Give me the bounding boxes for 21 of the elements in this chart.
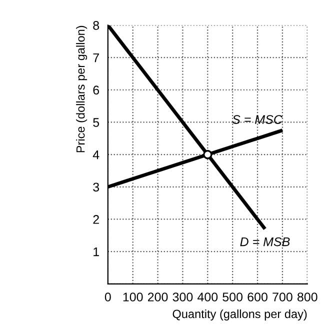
series-label: S = MSC — [232, 115, 283, 124]
x-tick-label: 100 — [123, 292, 143, 302]
y-tick-label: 4 — [92, 150, 100, 160]
x-tick-label: 700 — [272, 292, 292, 302]
x-axis-title: Quantity (gallons per day) — [172, 309, 307, 320]
y-tick-label: 6 — [93, 86, 100, 95]
x-tick-label: 0 — [104, 292, 111, 302]
x-tick-label: 400 — [198, 292, 218, 302]
y-tick-label: 3 — [93, 182, 100, 192]
y-tick-label: 8 — [93, 21, 100, 30]
x-tick-label: 800 — [297, 292, 318, 302]
y-tick-label: 5 — [93, 118, 100, 127]
x-tick-label: 200 — [148, 292, 168, 302]
x-tick-label: 300 — [172, 292, 193, 302]
series-label: D = MSB — [240, 237, 290, 246]
x-tick-label: 600 — [248, 292, 268, 302]
y-tick-label: 2 — [93, 215, 99, 224]
y-axis-title: Price (dollars per gallon) — [76, 26, 88, 152]
y-tick-label: 1 — [94, 248, 99, 256]
y-tick-label: 7 — [93, 53, 99, 62]
x-tick-label: 500 — [222, 292, 243, 302]
